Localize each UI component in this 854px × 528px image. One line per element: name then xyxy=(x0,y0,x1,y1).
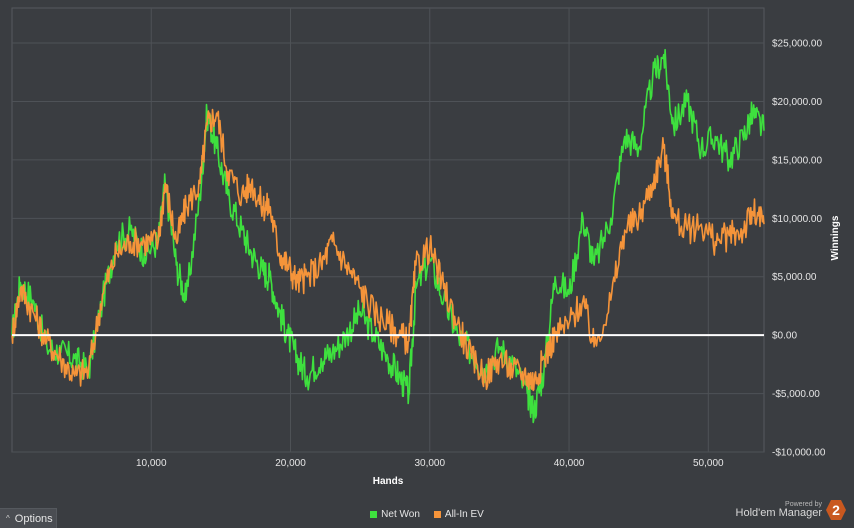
y-tick-label: $10,000.00 xyxy=(772,214,822,225)
legend-label: Net Won xyxy=(381,509,420,520)
legend-item-all-in-ev[interactable]: All-In EV xyxy=(433,509,484,520)
legend-swatch xyxy=(433,511,441,518)
winnings-chart: -$10,000.00 -$5,000.00 $0.00 $5,000.00 $10,0… xyxy=(11,7,841,487)
y-tick-label: $25,000.00 xyxy=(772,39,822,50)
legend-label: All-In EV xyxy=(444,509,484,520)
series-layer xyxy=(11,48,765,424)
brand-name: Hold'em Manager xyxy=(735,507,822,520)
x-tick-label: 20,000 xyxy=(275,458,306,469)
options-button[interactable]: ^ Options xyxy=(0,508,57,528)
x-tick-label: 50,000 xyxy=(693,458,724,469)
grid xyxy=(11,7,765,453)
options-label: Options xyxy=(14,512,53,525)
legend-swatch xyxy=(370,511,378,518)
y-tick-label: $20,000.00 xyxy=(772,97,822,108)
y-axis-title: Winnings xyxy=(830,215,841,260)
x-axis-title: Hands xyxy=(373,476,404,487)
brand-logo-icon: 2 xyxy=(826,500,846,520)
plot-area xyxy=(11,7,765,453)
chart-legend: Net Won All-In EV xyxy=(0,509,854,520)
x-tick-label: 10,000 xyxy=(136,458,167,469)
caret-up-icon: ^ xyxy=(6,514,10,523)
x-tick-label: 30,000 xyxy=(414,458,445,469)
x-tick-label: 40,000 xyxy=(554,458,585,469)
y-tick-label: -$10,000.00 xyxy=(772,448,826,459)
series-line-all-in-ev xyxy=(11,108,765,392)
powered-by-text: Powered by xyxy=(785,501,822,509)
y-axis: -$10,000.00 -$5,000.00 $0.00 $5,000.00 $10,0… xyxy=(772,39,826,459)
brand: Powered by Hold'em Manager 2 xyxy=(736,500,846,520)
series-line-net-won xyxy=(11,48,765,424)
y-tick-label: $5,000.00 xyxy=(772,272,817,283)
y-tick-label: $0.00 xyxy=(772,331,797,342)
legend-item-net-won[interactable]: Net Won xyxy=(370,509,420,520)
y-tick-label: -$5,000.00 xyxy=(772,389,820,400)
y-tick-label: $15,000.00 xyxy=(772,155,822,166)
x-axis: 10,000 20,000 30,000 40,000 50,000 xyxy=(136,458,724,469)
